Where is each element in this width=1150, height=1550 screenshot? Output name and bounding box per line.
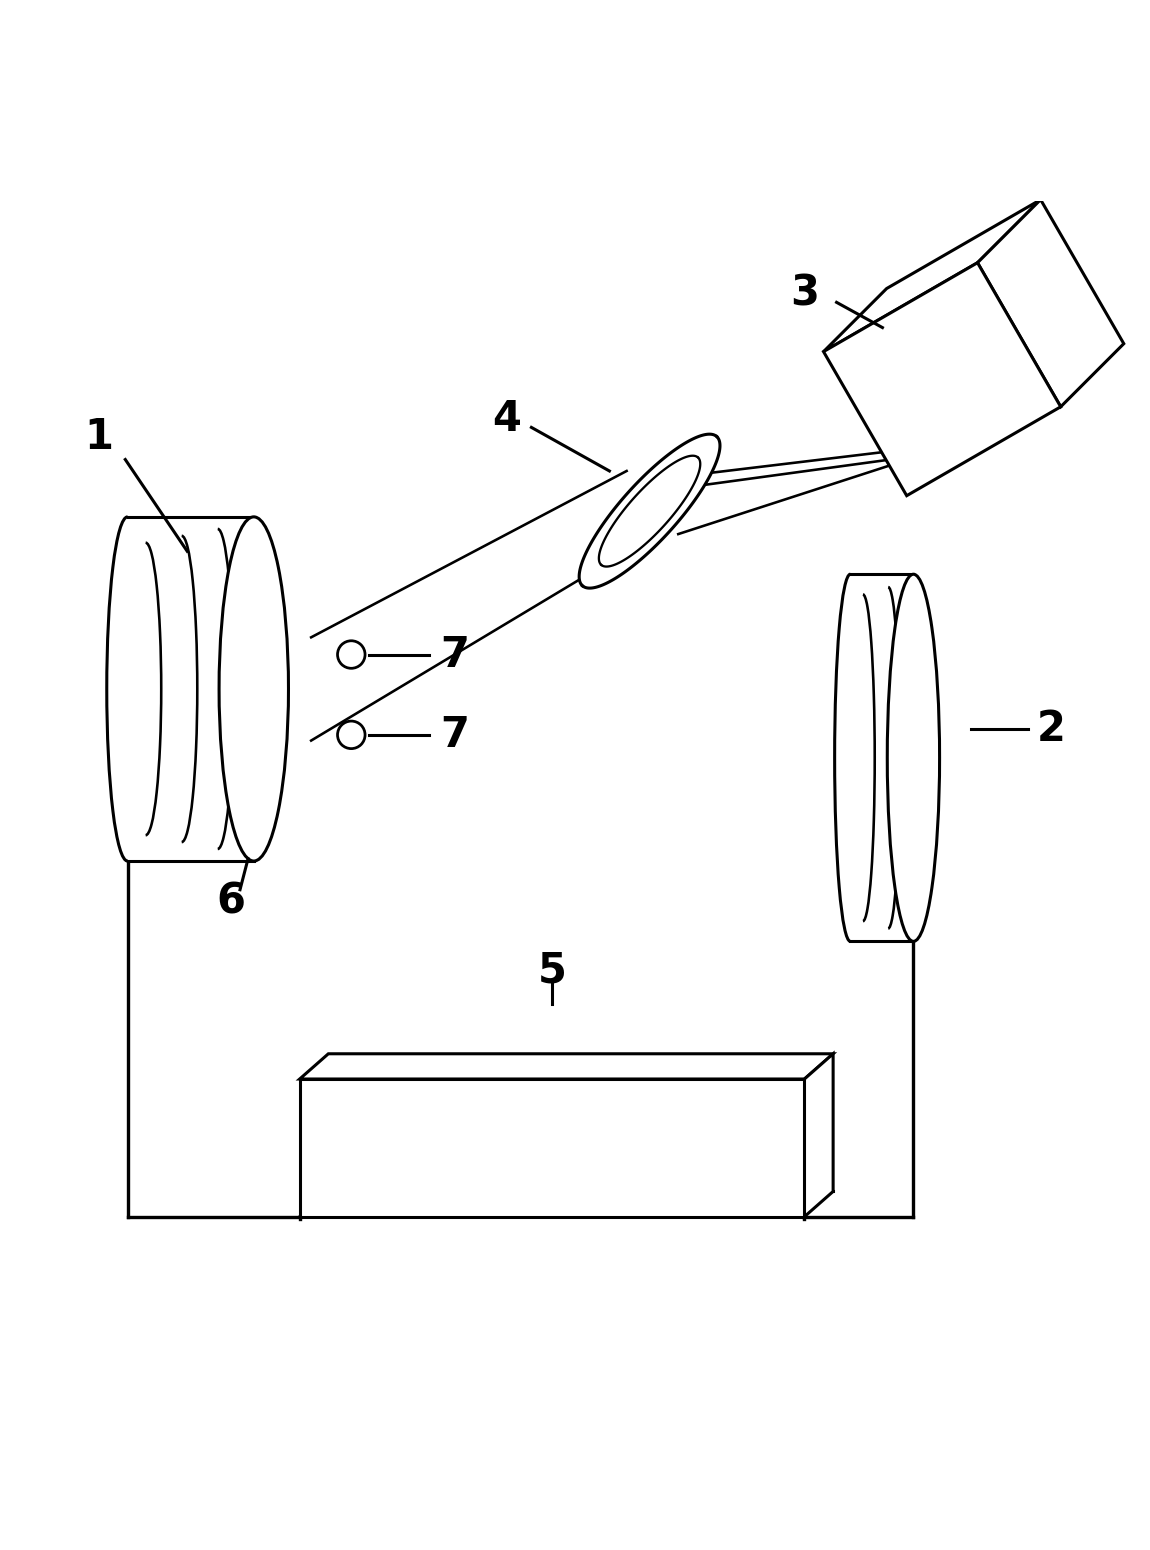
Polygon shape [805, 1054, 833, 1217]
Polygon shape [823, 200, 1041, 352]
Polygon shape [300, 1079, 805, 1217]
Polygon shape [599, 456, 700, 567]
Text: 3: 3 [790, 273, 819, 315]
Polygon shape [850, 574, 913, 941]
Text: 4: 4 [492, 398, 521, 440]
Ellipse shape [218, 516, 289, 862]
Text: 2: 2 [1036, 708, 1066, 750]
Ellipse shape [888, 574, 940, 941]
Text: 7: 7 [440, 715, 469, 756]
Circle shape [338, 640, 365, 668]
Polygon shape [580, 434, 720, 587]
Text: 6: 6 [216, 880, 245, 922]
Text: 7: 7 [440, 634, 469, 676]
Polygon shape [823, 262, 1060, 496]
Circle shape [338, 721, 365, 749]
Polygon shape [978, 200, 1124, 406]
Polygon shape [128, 516, 254, 862]
Text: 1: 1 [84, 415, 114, 457]
Text: 5: 5 [537, 949, 567, 990]
Polygon shape [300, 1054, 833, 1079]
